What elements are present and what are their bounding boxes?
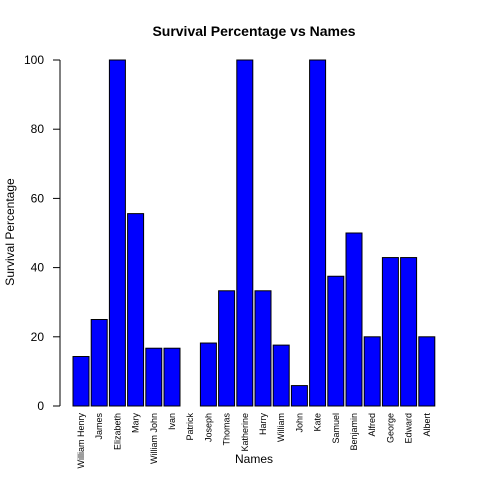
x-axis-label: Names: [235, 452, 273, 466]
x-tick-label: Ivan: [167, 413, 177, 430]
y-tick-label: 0: [37, 399, 44, 413]
y-tick-label: 60: [31, 191, 45, 205]
x-tick-label: Benjamin: [349, 413, 359, 451]
bar-ivan: [163, 347, 181, 407]
bar-benjamin: [345, 232, 363, 407]
y-tick-label: 40: [31, 261, 45, 275]
bar-albert: [418, 336, 436, 407]
x-tick-label: Thomas: [222, 413, 232, 446]
x-tick-label: William Henry: [76, 413, 86, 469]
x-tick-label: Alfred: [367, 413, 377, 437]
bar-george: [381, 257, 399, 407]
x-tick-label: Elizabeth: [112, 413, 122, 450]
x-tick-label: Samuel: [331, 413, 341, 444]
x-tick-label: Albert: [422, 413, 432, 437]
y-tick-label: 80: [31, 122, 45, 136]
chart-title: Survival Percentage vs Names: [152, 23, 355, 39]
bar-elizabeth: [108, 59, 126, 407]
bar-edward: [400, 257, 418, 407]
x-tick-label: James: [94, 413, 104, 440]
bar-mary: [127, 213, 145, 407]
x-tick-label: Mary: [131, 413, 141, 433]
bar-samuel: [327, 275, 345, 407]
y-axis-label: Survival Percentage: [3, 178, 17, 286]
bar-john: [290, 385, 308, 407]
y-tick-label: 100: [24, 53, 44, 67]
x-tick-label: Harry: [258, 413, 268, 435]
bar-thomas: [218, 290, 236, 407]
x-tick-label: Joseph: [203, 413, 213, 442]
bar-james: [90, 319, 108, 407]
bar-katherine: [236, 59, 254, 407]
bar-joseph: [199, 342, 217, 407]
x-tick-label: William John: [149, 413, 159, 464]
x-tick-label: George: [385, 413, 395, 443]
y-tick-label: 20: [31, 330, 45, 344]
bar-william: [272, 344, 290, 407]
bar-harry: [254, 290, 272, 407]
y-axis: 0 20 40 60 80 100: [24, 53, 61, 413]
x-tick-label: Katherine: [240, 413, 250, 452]
x-tick-label: Patrick: [185, 413, 195, 441]
x-tick-label: John: [294, 413, 304, 433]
bar-kate: [309, 59, 327, 407]
x-tick-labels: William Henry James Elizabeth Mary William J…: [76, 413, 432, 469]
x-tick-label: Kate: [313, 413, 323, 432]
bar-alfred: [363, 336, 381, 407]
bar-william-john: [145, 347, 163, 407]
x-tick-label: Edward: [404, 413, 414, 444]
x-tick-label: William: [276, 413, 286, 442]
bars-group: [72, 59, 436, 407]
bar-william-henry: [72, 356, 90, 407]
